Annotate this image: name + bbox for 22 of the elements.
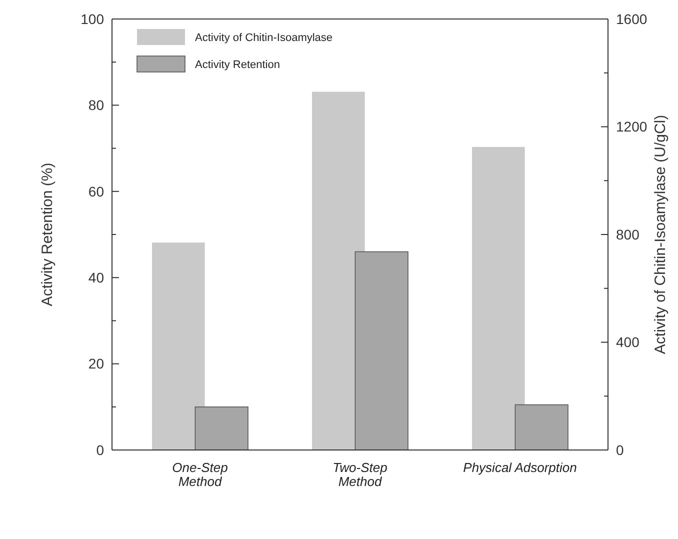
y2-axis-title: Activity of Chitin-Isoamylase (U/gCl) xyxy=(652,114,669,354)
bar xyxy=(194,406,248,450)
y2-tick-label: 0 xyxy=(616,442,624,458)
bar xyxy=(514,404,568,450)
y2-tick-label: 800 xyxy=(616,226,640,242)
y-tick-label: 20 xyxy=(88,356,104,372)
y-tick-label: 0 xyxy=(96,442,104,458)
legend-label: Activity Retention xyxy=(195,58,280,71)
legend-label: Activity of Chitin-Isoamylase xyxy=(195,32,333,44)
y-axis-title: Activity Retention (%) xyxy=(39,162,56,306)
y2-tick-label: 400 xyxy=(616,334,640,350)
y-tick-label: 40 xyxy=(88,270,104,286)
y-tick-label: 60 xyxy=(88,183,104,200)
y-tick-label: 100 xyxy=(80,10,104,27)
bar xyxy=(152,242,205,450)
y2-tick-label: 1200 xyxy=(616,118,648,135)
y2-tick-label: 1600 xyxy=(616,10,648,27)
y-tick-label: 80 xyxy=(88,97,104,114)
bar xyxy=(472,146,525,450)
x-tick-label: One-Step Method xyxy=(172,460,228,489)
x-tick-label: Physical Adsorption xyxy=(463,460,577,475)
x-tick-label: Two-Step Method xyxy=(332,460,388,489)
